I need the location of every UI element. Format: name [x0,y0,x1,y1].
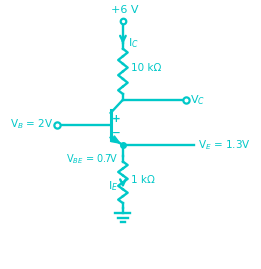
Text: V$_C$: V$_C$ [190,93,205,107]
Text: 1 kΩ: 1 kΩ [132,175,155,185]
Text: V$_{BE}$ = 0.7V: V$_{BE}$ = 0.7V [66,153,118,167]
Text: V$_B$ = 2V: V$_B$ = 2V [10,117,53,131]
Text: I$_C$: I$_C$ [128,36,138,50]
Text: V$_E$ = 1.3V: V$_E$ = 1.3V [198,138,250,152]
Text: −: − [112,128,121,138]
Text: 10 kΩ: 10 kΩ [132,63,162,73]
Text: +6 V: +6 V [111,5,139,15]
Text: +: + [112,114,121,123]
Text: I$_E$: I$_E$ [108,179,118,193]
Polygon shape [111,136,120,143]
